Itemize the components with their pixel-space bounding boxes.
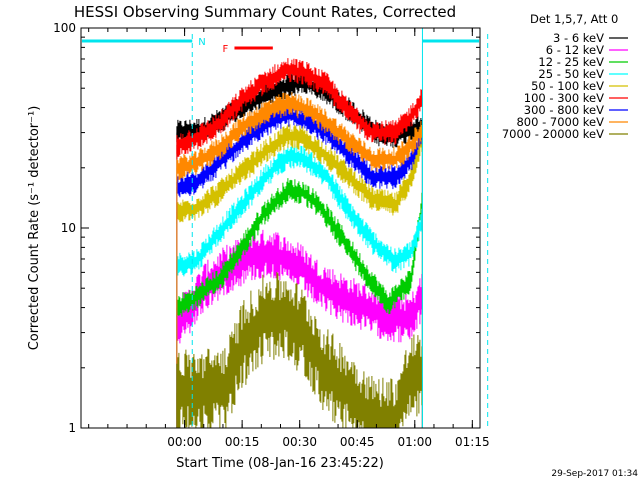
y-tick-label: 10 <box>61 221 76 235</box>
legend-title: Det 1,5,7, Att 0 <box>530 12 618 26</box>
x-tick-label: 00:45 <box>340 435 375 449</box>
legend-entry: 7000 - 20000 keV <box>502 127 628 141</box>
night-interval-1: N <box>82 34 206 428</box>
legend-entry: 6 - 12 keV <box>546 43 628 57</box>
flare-label: F <box>222 44 228 55</box>
flare-flag: F <box>222 44 273 55</box>
night-label: N <box>198 37 205 48</box>
y-tick-label: 100 <box>53 21 76 35</box>
legend-entry: 3 - 6 keV <box>553 31 628 45</box>
legend-label: 7000 - 20000 keV <box>502 127 604 141</box>
legend-label: 50 - 100 keV <box>531 79 604 93</box>
x-tick-label: 01:00 <box>397 435 432 449</box>
series-trace <box>176 272 423 428</box>
y-axis-label: Corrected Count Rate (s⁻¹ detector⁻¹) <box>27 106 42 351</box>
series-layer <box>176 58 423 428</box>
x-axis-label: Start Time (08-Jan-16 23:45:22) <box>176 456 384 471</box>
legend-entry: 12 - 25 keV <box>538 55 628 69</box>
legend-entry: 300 - 800 keV <box>524 103 628 117</box>
legend-label: 25 - 50 keV <box>538 67 604 81</box>
footer-date: 29-Sep-2017 01:34 <box>551 469 638 479</box>
x-tick-label: 00:00 <box>167 435 202 449</box>
legend-label: 6 - 12 keV <box>546 43 604 57</box>
axis-layer: 00:00 00:15 00:30 00:45 01:00 01:15 1 10 100 <box>53 21 490 449</box>
x-tick-label: 00:30 <box>282 435 317 449</box>
legend-label: 3 - 6 keV <box>553 31 604 45</box>
night-interval-2 <box>421 28 489 428</box>
legend-label: 100 - 300 keV <box>524 91 604 105</box>
legend-label: 800 - 7000 keV <box>516 115 604 129</box>
legend-label: 12 - 25 keV <box>538 55 604 69</box>
chart-title: HESSI Observing Summary Count Rates, Cor… <box>74 3 456 21</box>
x-tick-label: 00:15 <box>225 435 260 449</box>
legend-entry: 25 - 50 keV <box>538 67 628 81</box>
legend-entry: 800 - 7000 keV <box>516 115 628 129</box>
y-tick-label: 1 <box>68 421 76 435</box>
legend-label: 300 - 800 keV <box>524 103 604 117</box>
x-tick-label: 01:15 <box>455 435 490 449</box>
series-trace <box>176 58 423 157</box>
overlay-layer: NF <box>82 28 489 428</box>
legend-entry: 100 - 300 keV <box>524 91 628 105</box>
legend-entry: 50 - 100 keV <box>531 79 628 93</box>
